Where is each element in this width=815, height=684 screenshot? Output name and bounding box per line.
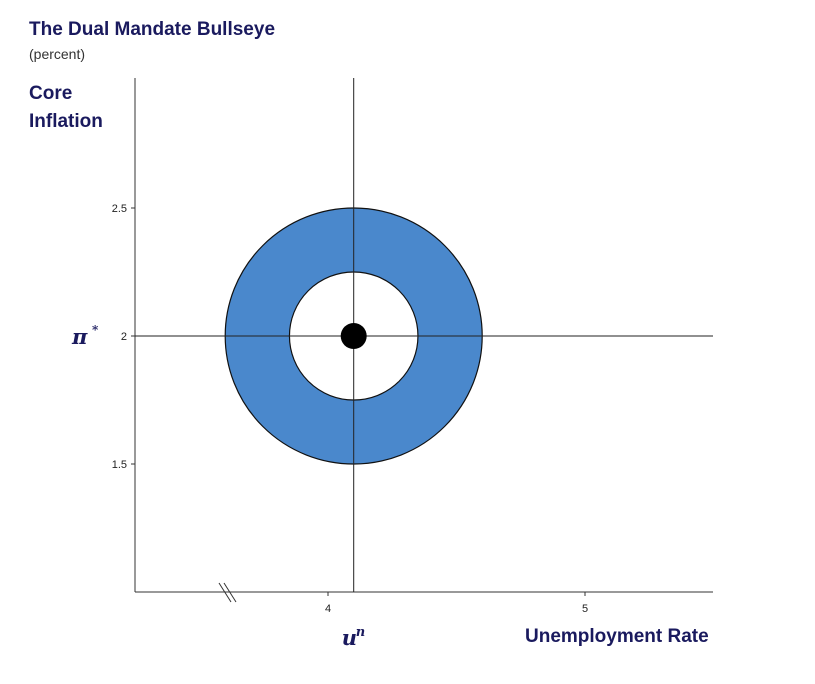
target-x-label: u	[342, 625, 357, 650]
axis-break-mark	[218, 582, 232, 603]
target-x-label-sup: n	[356, 625, 365, 640]
x-tick-label: 4	[325, 603, 331, 615]
axis-break-mark	[223, 582, 237, 603]
target-y-label-sup: *	[92, 323, 99, 337]
y-tick-label: 1.5	[112, 459, 127, 471]
chart-subtitle: (percent)	[29, 46, 86, 62]
x-tick-label: 5	[582, 603, 588, 615]
y-tick-label: 2.5	[112, 203, 127, 215]
target-y-label: π	[71, 324, 88, 349]
y-axis-label: Core Inflation	[29, 80, 103, 136]
y-tick-label: 2	[121, 331, 127, 343]
y-axis-label-line1: Core	[29, 83, 73, 104]
center-dot	[340, 323, 367, 349]
x-axis-label: Unemployment Rate	[525, 626, 709, 647]
chart-title: The Dual Mandate Bullseye	[29, 19, 276, 40]
y-axis-label-line2: Inflation	[29, 111, 103, 132]
